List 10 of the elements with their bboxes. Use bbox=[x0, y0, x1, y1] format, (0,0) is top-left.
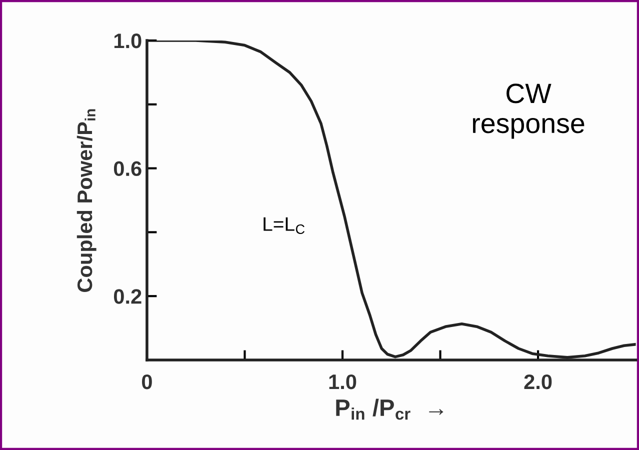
x-tick-label: 2.0 bbox=[524, 374, 552, 390]
y-tick-label: 1.0 bbox=[114, 34, 142, 48]
y-axis-title: Coupled Power/P$_{in}$ bbox=[76, 109, 96, 292]
x-tick-label: 0 bbox=[142, 374, 152, 390]
x-axis-title: P$_{in}$ /P$_{cr}$ → bbox=[336, 398, 444, 420]
y-tick-label: 0.2 bbox=[114, 289, 142, 304]
x-tick-label: 1.0 bbox=[329, 374, 356, 390]
annotation: L=L$_{C}$ bbox=[264, 217, 305, 234]
y-tick-label: 0.6 bbox=[114, 161, 142, 176]
annotation: CW response bbox=[472, 84, 584, 139]
